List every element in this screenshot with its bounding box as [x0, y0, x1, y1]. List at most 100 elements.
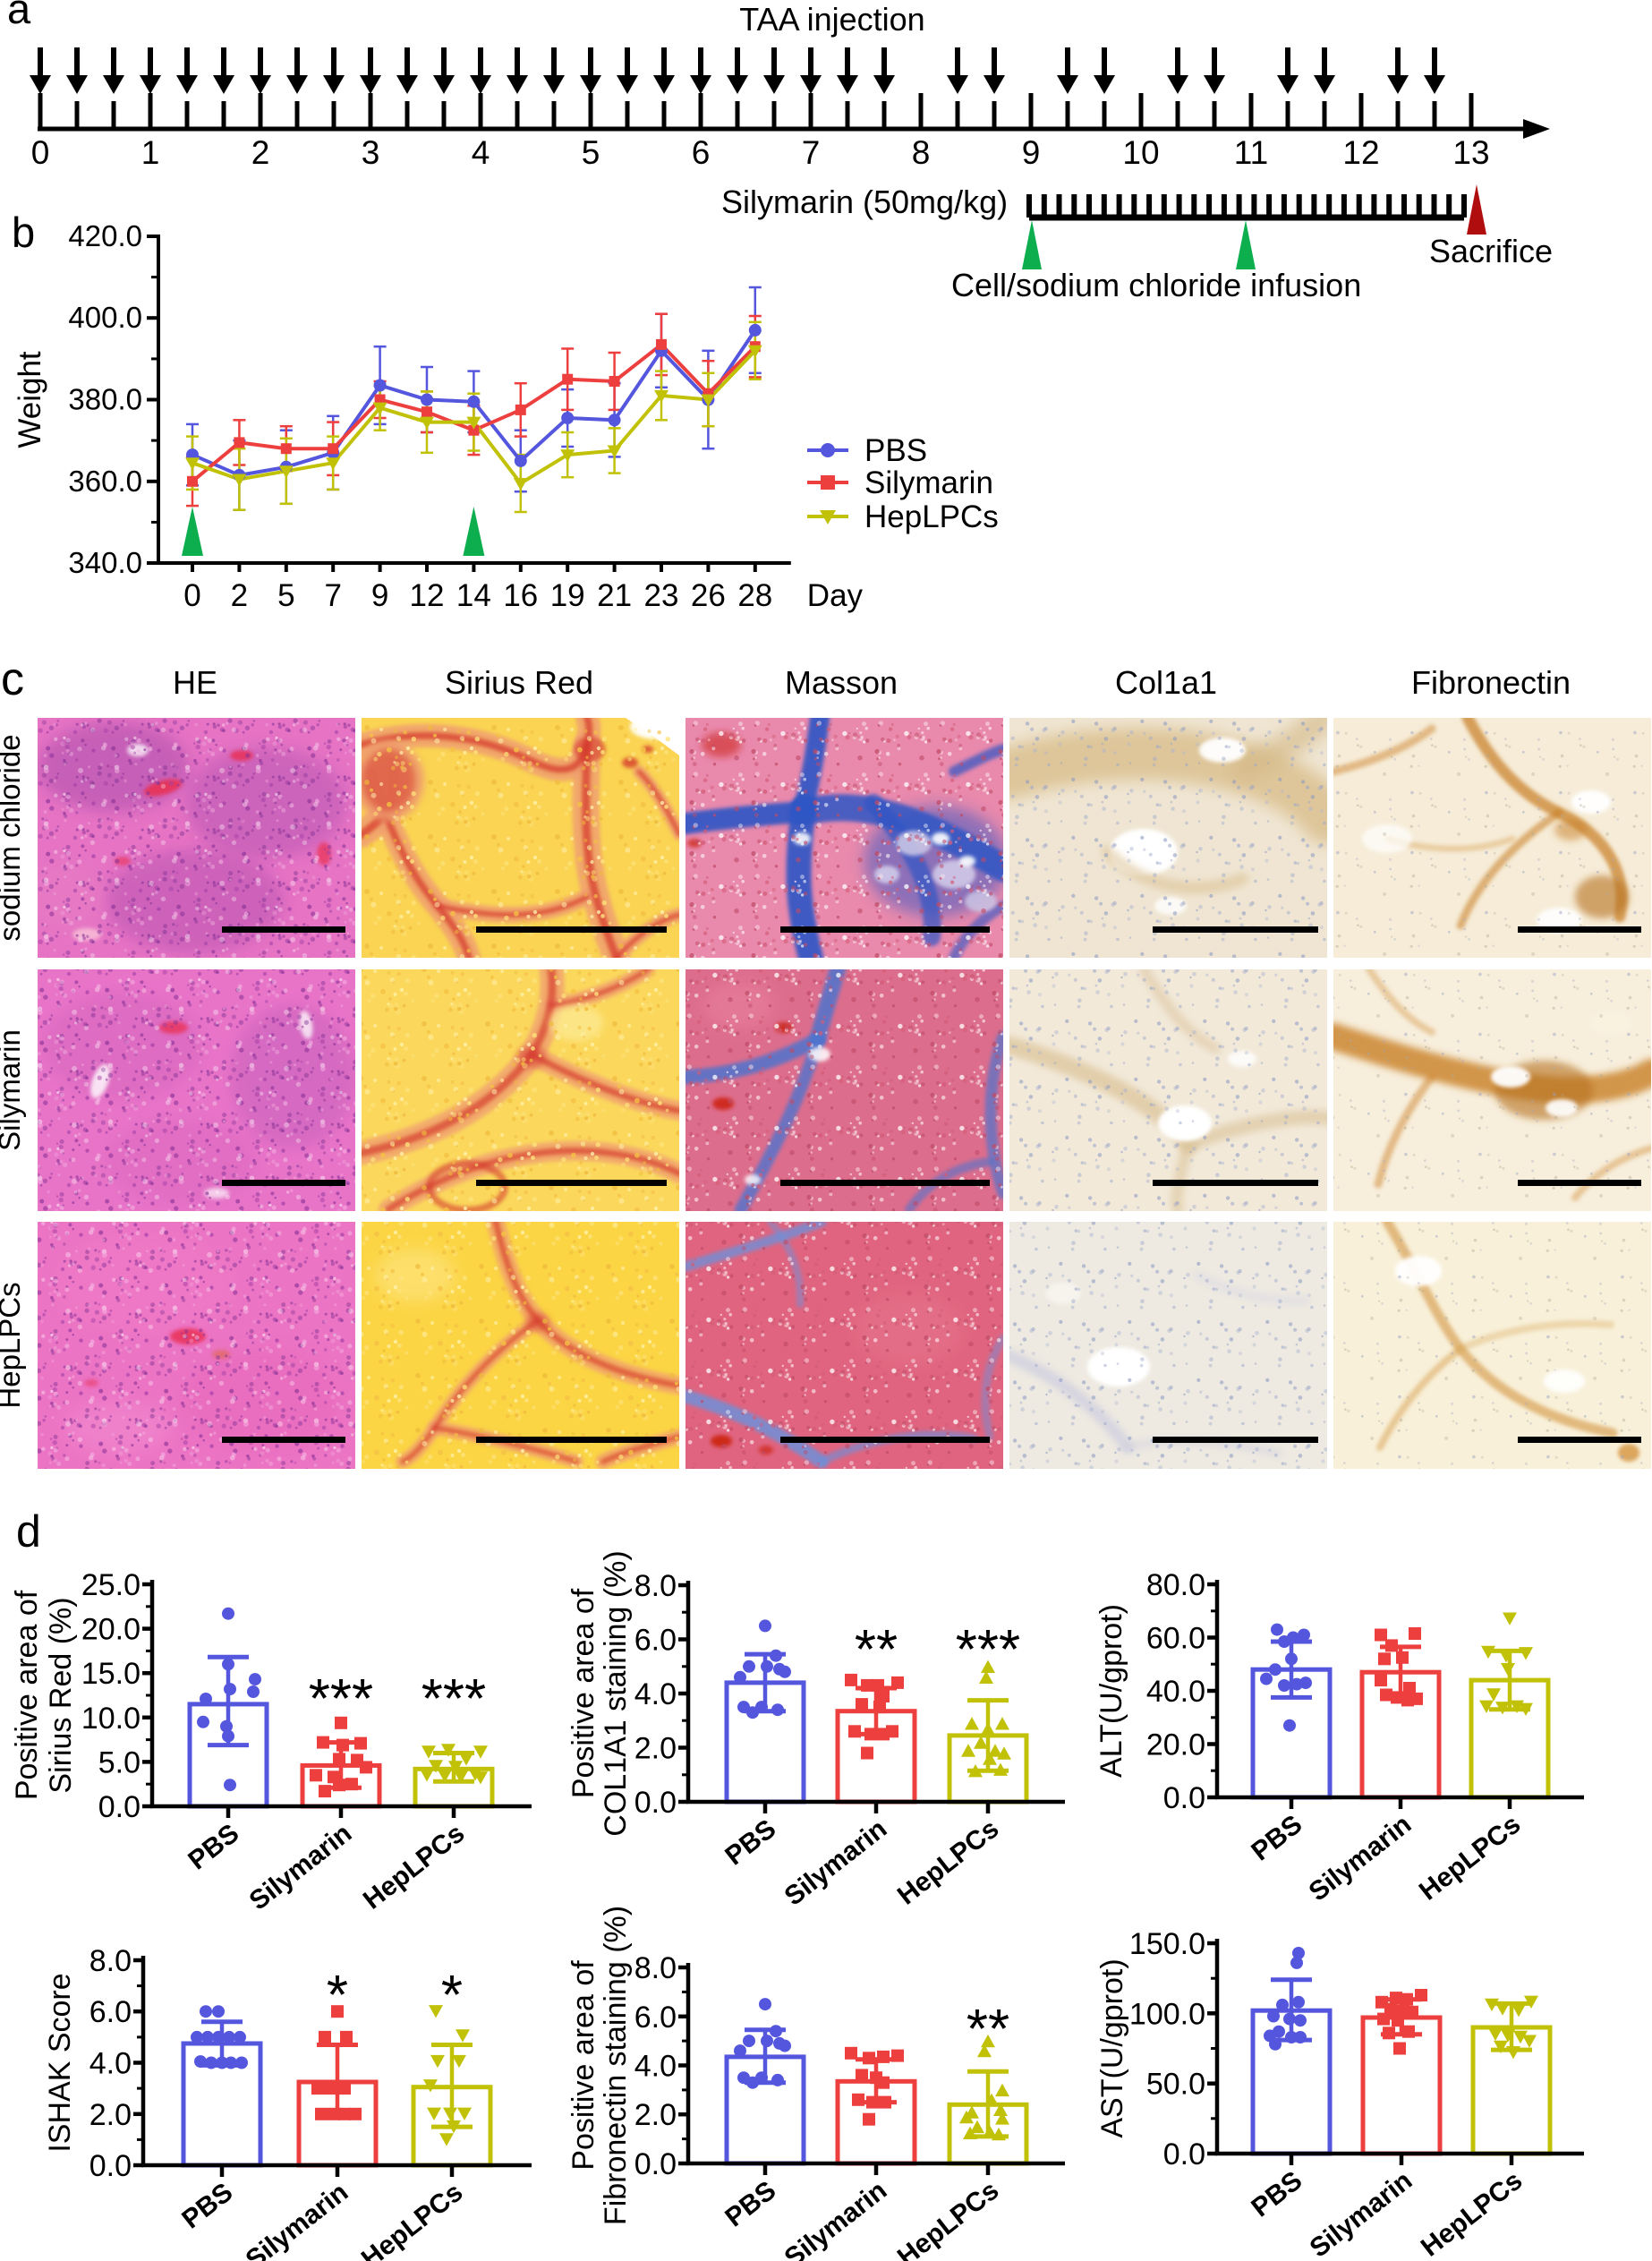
svg-text:9: 9 [371, 578, 388, 613]
svg-text:PBS: PBS [1246, 2166, 1307, 2223]
svg-text:**: ** [855, 1619, 898, 1681]
svg-text:150.0: 150.0 [1129, 1927, 1205, 1961]
svg-text:4.0: 4.0 [634, 1677, 677, 1711]
svg-text:5: 5 [277, 578, 294, 613]
svg-text:Masson: Masson [785, 664, 898, 701]
svg-text:9: 9 [1022, 134, 1041, 171]
svg-text:Positive area of: Positive area of [566, 1960, 600, 2171]
svg-text:25.0: 25.0 [81, 1568, 141, 1602]
svg-text:1: 1 [141, 134, 160, 171]
svg-text:380.0: 380.0 [68, 383, 142, 416]
svg-text:HepLPCs: HepLPCs [892, 2176, 1004, 2261]
svg-text:HepLPCs: HepLPCs [0, 1282, 26, 1408]
svg-text:Positive area of: Positive area of [566, 1588, 600, 1798]
svg-text:0.0: 0.0 [1163, 2137, 1205, 2171]
svg-text:ALT(U/gprot): ALT(U/gprot) [1094, 1604, 1128, 1778]
svg-text:Silymarin: Silymarin [241, 2178, 354, 2261]
svg-text:HepLPCs: HepLPCs [864, 499, 999, 534]
svg-text:*: * [441, 1965, 463, 2026]
svg-text:13: 13 [1452, 134, 1489, 171]
svg-text:PBS: PBS [720, 1814, 781, 1872]
svg-text:Day: Day [807, 578, 864, 613]
svg-text:a: a [7, 0, 31, 32]
svg-text:Sacrifice: Sacrifice [1429, 233, 1553, 269]
svg-text:420.0: 420.0 [68, 219, 142, 252]
svg-text:6: 6 [692, 134, 711, 171]
svg-text:Positive area of: Positive area of [10, 1590, 44, 1800]
svg-text:Silymarin: Silymarin [1305, 2166, 1418, 2261]
svg-text:360.0: 360.0 [68, 465, 142, 498]
svg-text:8.0: 8.0 [634, 1951, 677, 1985]
svg-text:c: c [1, 653, 24, 705]
svg-text:HepLPCs: HepLPCs [358, 1819, 470, 1915]
svg-text:2.0: 2.0 [634, 2098, 677, 2132]
svg-text:14: 14 [456, 578, 491, 613]
svg-text:PBS: PBS [864, 433, 927, 468]
svg-text:AST(U/gprot): AST(U/gprot) [1095, 1958, 1129, 2137]
svg-text:50.0: 50.0 [1146, 2068, 1205, 2102]
svg-text:400.0: 400.0 [68, 301, 142, 334]
svg-text:3: 3 [362, 134, 380, 171]
svg-text:Silymarin: Silymarin [0, 1029, 26, 1151]
svg-text:0: 0 [183, 578, 200, 613]
svg-text:b: b [12, 209, 35, 256]
svg-text:23: 23 [644, 578, 679, 613]
svg-text:0.0: 0.0 [89, 2149, 132, 2183]
svg-text:4.0: 4.0 [634, 2050, 677, 2084]
svg-text:0.0: 0.0 [1163, 1781, 1205, 1815]
svg-text:Fibronectin: Fibronectin [1411, 664, 1571, 701]
svg-text:HepLPCs: HepLPCs [356, 2178, 468, 2261]
svg-text:26: 26 [691, 578, 726, 613]
svg-text:20.0: 20.0 [81, 1613, 141, 1647]
svg-text:5.0: 5.0 [98, 1745, 141, 1779]
svg-text:Silymarin: Silymarin [1304, 1810, 1418, 1907]
svg-text:ISHAK Score: ISHAK Score [43, 1973, 77, 2152]
svg-text:Cell/sodium chloride infusion: Cell/sodium chloride infusion [951, 267, 1361, 303]
svg-text:80.0: 80.0 [1146, 1568, 1205, 1602]
svg-text:6.0: 6.0 [634, 1624, 677, 1658]
svg-text:16: 16 [503, 578, 538, 613]
svg-text:8.0: 8.0 [89, 1944, 132, 1978]
svg-text:HepLPCs: HepLPCs [892, 1814, 1004, 1911]
svg-text:40.0: 40.0 [1146, 1675, 1205, 1709]
svg-text:PBS: PBS [183, 1819, 244, 1876]
svg-text:5: 5 [582, 134, 600, 171]
svg-text:2: 2 [231, 578, 248, 613]
svg-text:15.0: 15.0 [81, 1657, 141, 1691]
svg-text:HepLPCs: HepLPCs [1414, 1810, 1526, 1907]
svg-text:7: 7 [802, 134, 821, 171]
svg-text:sodium chloride: sodium chloride [0, 734, 26, 941]
svg-text:2.0: 2.0 [634, 1732, 677, 1766]
svg-text:2.0: 2.0 [89, 2098, 132, 2132]
svg-text:20.0: 20.0 [1146, 1728, 1205, 1762]
svg-text:6.0: 6.0 [89, 1995, 132, 2029]
svg-text:*: * [327, 1965, 348, 2026]
svg-text:**: ** [967, 1999, 1009, 2060]
svg-text:8.0: 8.0 [634, 1569, 677, 1603]
svg-text:10.0: 10.0 [81, 1702, 141, 1736]
svg-text:HepLPCs: HepLPCs [1416, 2166, 1528, 2261]
svg-text:***: *** [309, 1668, 373, 1730]
svg-text:***: *** [422, 1668, 486, 1730]
svg-text:PBS: PBS [176, 2178, 238, 2235]
svg-text:12: 12 [1342, 134, 1379, 171]
svg-text:19: 19 [550, 578, 585, 613]
svg-text:Sirius Red: Sirius Red [445, 664, 593, 701]
svg-text:10: 10 [1122, 134, 1159, 171]
svg-text:Fibronectin staining (%): Fibronectin staining (%) [599, 1906, 633, 2225]
svg-text:2: 2 [251, 134, 270, 171]
svg-text:d: d [16, 1506, 41, 1557]
svg-text:0.0: 0.0 [634, 2147, 677, 2181]
svg-text:4: 4 [472, 134, 490, 171]
svg-text:12: 12 [410, 578, 445, 613]
svg-text:TAA injection: TAA injection [739, 1, 924, 38]
svg-text:Silymarin: Silymarin [779, 2176, 893, 2261]
svg-text:100.0: 100.0 [1129, 1997, 1205, 2031]
svg-text:Silymarin: Silymarin [864, 465, 993, 500]
svg-text:0.0: 0.0 [634, 1786, 677, 1820]
svg-text:7: 7 [324, 578, 341, 613]
svg-text:0.0: 0.0 [98, 1790, 141, 1824]
svg-text:Col1a1: Col1a1 [1115, 664, 1217, 701]
svg-text:Sirius Red (%): Sirius Red (%) [44, 1597, 78, 1793]
svg-text:60.0: 60.0 [1146, 1622, 1205, 1656]
